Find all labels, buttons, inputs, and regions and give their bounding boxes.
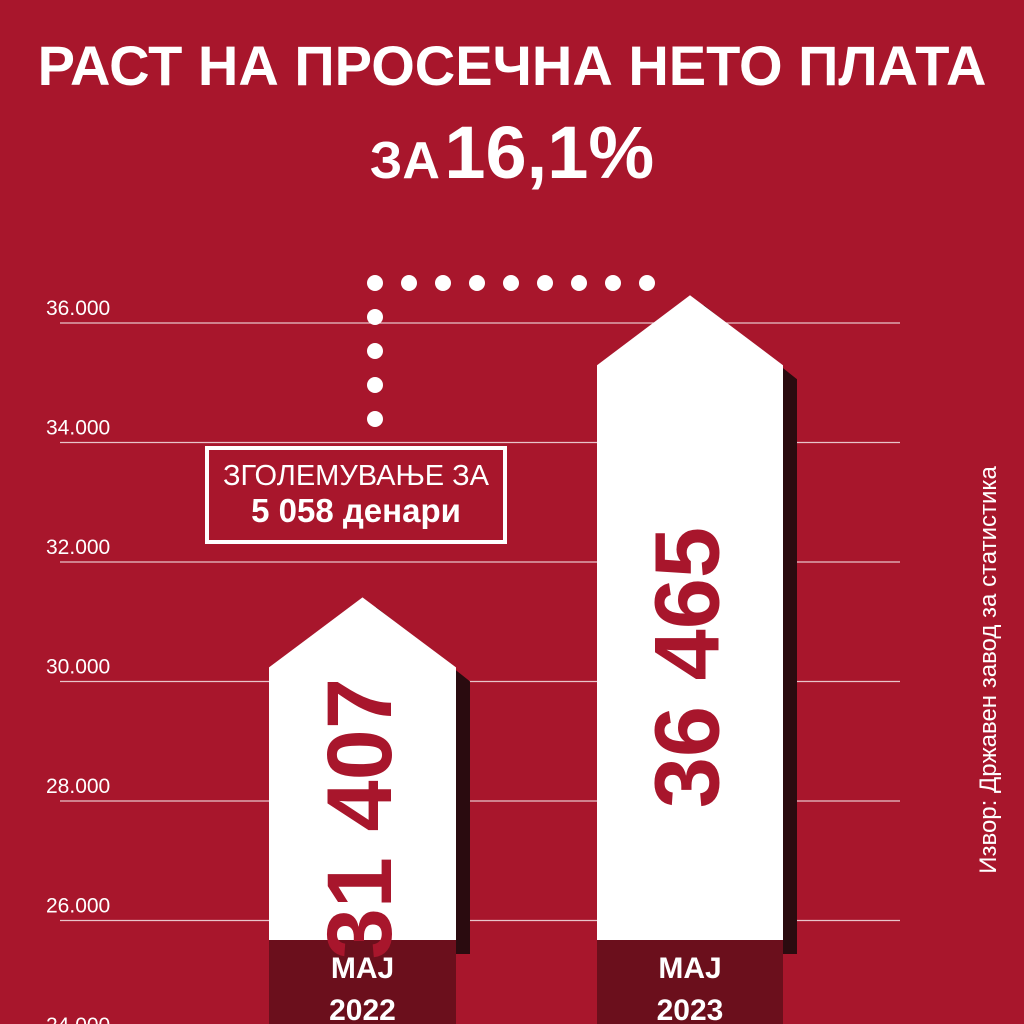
annotation-line-1: ЗГОЛЕМУВАЊЕ ЗА — [222, 460, 490, 492]
connector-dot — [435, 275, 451, 291]
category-label: 2022 — [329, 994, 396, 1024]
connector-dot — [605, 275, 621, 291]
connector-dot — [639, 275, 655, 291]
value-label: 31 407 — [309, 678, 411, 959]
category-label: МАЈ — [331, 952, 394, 985]
y-tick-label: 24.000 — [46, 1014, 110, 1024]
chart-title: РАСТ НА ПРОСЕЧНА НЕТО ПЛАТА — [37, 34, 987, 97]
y-tick-label: 36.000 — [46, 297, 110, 320]
connector-dot — [503, 275, 519, 291]
connector-dot — [367, 343, 383, 359]
category-label: МАЈ — [658, 952, 721, 985]
connector-dot — [571, 275, 587, 291]
bar — [597, 295, 783, 940]
connector-dot — [537, 275, 553, 291]
connector-dot — [367, 309, 383, 325]
y-tick-label: 32.000 — [46, 536, 110, 559]
category-band — [269, 940, 456, 1024]
increase-annotation-box: ЗГОЛЕМУВАЊЕ ЗА 5 058 денари — [205, 446, 507, 544]
connector-dot — [469, 275, 485, 291]
growth-percentage: 16,1% — [444, 111, 655, 194]
source-text: Извор: Државен завод за статистика — [975, 466, 1002, 874]
value-label: 36 465 — [636, 527, 738, 808]
y-tick-label: 26.000 — [46, 895, 110, 918]
bar — [269, 597, 456, 940]
y-tick-label: 34.000 — [46, 417, 110, 440]
category-band — [597, 940, 783, 1024]
connector-dot — [367, 377, 383, 393]
y-tick-label: 28.000 — [46, 775, 110, 798]
y-tick-label: 30.000 — [46, 656, 110, 679]
connector-dot — [401, 275, 417, 291]
connector-dot — [367, 275, 383, 291]
connector-dot — [367, 411, 383, 427]
category-label: 2023 — [657, 994, 724, 1024]
annotation-line-2: 5 058 денари — [251, 492, 461, 529]
chart-subtitle: ЗА 16,1% — [0, 108, 1024, 219]
subtitle-prefix: ЗА — [369, 132, 440, 190]
